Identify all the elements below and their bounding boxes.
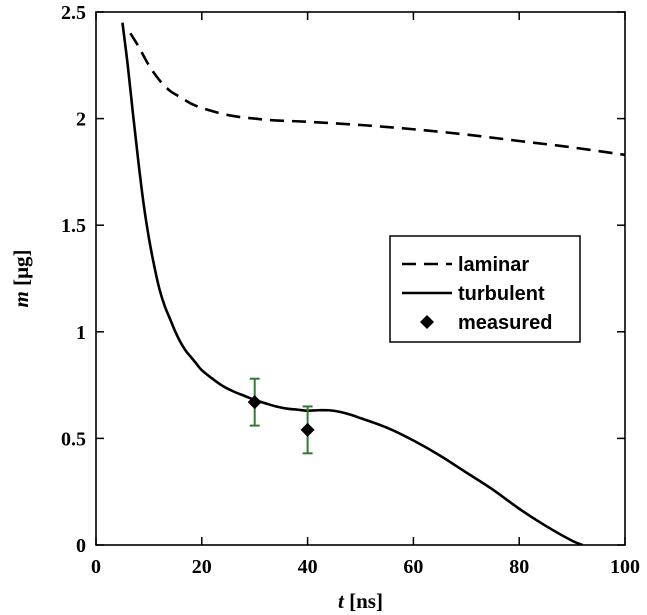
y-tick-label: 0 — [76, 535, 86, 557]
x-tick-label: 80 — [509, 556, 529, 578]
turbulent-line — [121, 22, 584, 545]
x-axis-unit: [ns] — [344, 589, 383, 613]
legend-turbulent-label: turbulent — [458, 283, 545, 305]
laminar-line — [129, 32, 625, 157]
x-tick-label: 20 — [192, 556, 212, 578]
legend-laminar-label: laminar — [458, 254, 529, 276]
measured-point — [247, 395, 262, 410]
y-tick-label: 2 — [76, 109, 86, 131]
x-tick-label: 60 — [403, 556, 423, 578]
x-tick-label: 0 — [91, 556, 101, 578]
y-tick-label: 1 — [76, 322, 86, 344]
plot-frame — [95, 11, 626, 546]
y-tick-label: 1.5 — [61, 215, 86, 237]
y-axis-unit: [μg] — [9, 250, 33, 292]
x-tick-label: 40 — [298, 556, 318, 578]
legend-box — [389, 235, 581, 343]
measured-point — [300, 422, 315, 437]
y-tick-label: 0.5 — [61, 428, 86, 450]
legend-measured-marker — [420, 315, 434, 329]
x-tick-label: 100 — [610, 556, 640, 578]
legend-measured-label: measured — [458, 312, 553, 334]
y-axis-title: m [μg] — [9, 250, 33, 308]
x-axis-title: t [ns] — [338, 589, 383, 613]
y-axis-variable: m — [9, 291, 33, 307]
y-tick-label: 2.5 — [61, 2, 86, 24]
x-axis-variable: t — [338, 589, 345, 613]
